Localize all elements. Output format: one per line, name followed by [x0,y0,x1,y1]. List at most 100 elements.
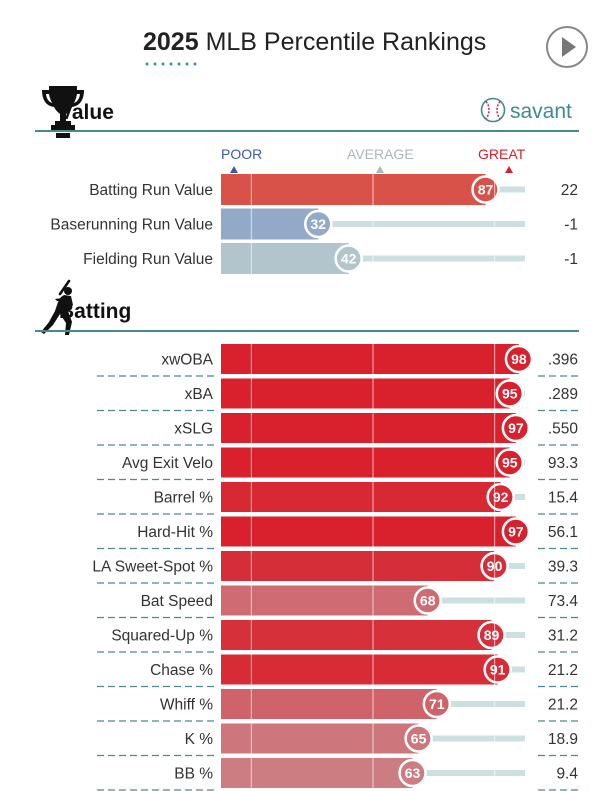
percentile-bar [221,378,510,409]
section-divider-value [35,130,579,132]
percentile-badge-value: 97 [508,420,524,436]
stat-value: 93.3 [548,455,578,472]
percentile-bar [221,413,516,443]
percentile-badge [471,175,500,204]
percentile-badge-value: 87 [478,182,494,198]
metric-label: BB % [174,766,213,783]
metric-row[interactable]: Avg Exit Velo 93.3 95 [97,447,578,481]
stat-value: .550 [548,421,579,438]
percentile-badge-value: 92 [493,489,509,505]
percentile-bar [221,344,519,374]
stat-value: .289 [548,386,578,403]
scale-label-poor: POOR [221,146,263,162]
stat-value: 56.1 [548,524,578,541]
percentile-badge-value: 65 [411,731,427,747]
scale-marker-average [376,166,384,173]
percentile-badge [501,517,531,546]
percentile-bar [221,208,319,240]
stat-value: -1 [564,251,578,268]
percentile-badge-value: 95 [502,386,518,402]
percentile-bar [221,447,510,478]
scale-marker-poor [230,166,238,173]
scale-marker-great [505,166,513,173]
percentile-badge-value: 42 [341,251,357,267]
metric-row[interactable]: Whiff % 21.2 71 [97,689,578,722]
percentile-bar [221,516,516,547]
metric-label: Fielding Run Value [83,251,213,268]
metric-label: Batting Run Value [89,182,213,199]
percentile-bar [221,654,498,685]
metric-row[interactable]: Chase % 21.2 91 [97,654,578,688]
savant-logo[interactable]: savant [480,97,572,127]
percentile-badge [422,689,452,719]
percentile-bar [221,620,492,650]
metric-row[interactable]: LA Sweet-Spot % 39.390 [92,551,578,584]
percentile-badge-value: 68 [420,593,436,609]
scale-label-great: GREAT [478,146,526,162]
section-divider-batting [35,330,579,332]
metric-row[interactable]: BB % 9.4 63 [97,758,578,791]
metric-row[interactable]: xwOBA .396 98 [97,344,578,377]
percentile-bar [221,174,486,205]
title-year: 2025 [143,28,199,56]
trophy-icon [42,86,84,138]
metric-label: Whiff % [160,697,213,714]
percentile-badge [398,758,427,788]
metric-row[interactable]: Hard-Hit % 56.1 97 [97,516,578,550]
metric-row[interactable]: Baserunning Run Value -1 32 [50,208,578,240]
percentile-bar [221,585,428,616]
metric-label: Bat Speed [141,593,213,610]
section-title-value: Value [59,101,114,124]
play-icon [562,37,576,57]
stat-value: 73.4 [548,593,579,610]
stat-value: 18.9 [548,731,578,748]
percentile-badge [334,244,363,273]
play-button[interactable] [546,26,588,68]
percentile-bar [221,758,413,788]
percentile-badge-value: 95 [502,455,518,471]
stat-value: 21.2 [548,662,578,679]
percentile-bar [221,243,349,274]
stat-value: -1 [564,217,578,234]
title-underline [143,62,199,66]
metric-row[interactable]: Bat Speed 73.4 68 [97,585,579,619]
metric-label: xBA [185,386,214,403]
page-title: 2025 MLB Percentile Rankings [143,28,486,57]
stat-value: 21.2 [548,697,578,714]
percentile-badge-value: 63 [405,765,421,781]
chart-section-batting: xwOBA .396 98 xBA .289 95 xSLG .550 97 Avg Exit V… [92,344,579,791]
percentile-bar [221,723,419,754]
chart-section-value: Batting Run Value 22 87 Baserunning Run Val… [50,174,578,274]
percentile-badge-value: 89 [484,627,500,643]
metric-label: Avg Exit Velo [122,455,213,472]
percentile-badge [495,379,525,408]
stat-value: 22 [561,182,578,199]
metric-label: Hard-Hit % [137,524,213,541]
metric-row[interactable]: Batting Run Value 22 87 [89,174,578,205]
metric-row[interactable]: Squared-Up % 31.2 89 [97,620,578,653]
metric-label: Baserunning Run Value [50,217,213,234]
stat-value: 31.2 [548,628,578,645]
metric-row[interactable]: K % 18.9 65 [97,723,578,757]
stat-value: 9.4 [556,766,578,783]
batter-icon [41,279,73,335]
metric-label: K % [185,731,214,748]
metric-row[interactable]: xSLG .550 97 [97,413,579,446]
percentile-badge-value: 97 [508,524,524,540]
metric-label: Squared-Up % [111,628,213,645]
header: 2025 MLB Percentile Rankings [0,0,613,80]
percentile-badge [495,448,525,477]
percentile-badge [413,586,442,615]
metric-row[interactable]: Barrel % 15.4 92 [97,482,578,515]
metric-row[interactable]: xBA .289 95 [97,378,578,412]
metric-row[interactable]: Fielding Run Value -1 42 [83,243,578,274]
percentile-bar [221,689,437,719]
brand-text: savant [510,100,572,123]
percentile-badge-value: 32 [310,216,326,232]
percentile-badge-value: 91 [490,662,506,678]
metric-label: Barrel % [154,490,214,507]
scale-markers [230,166,513,173]
percentile-badge [504,344,534,374]
percentile-bar [221,551,495,581]
